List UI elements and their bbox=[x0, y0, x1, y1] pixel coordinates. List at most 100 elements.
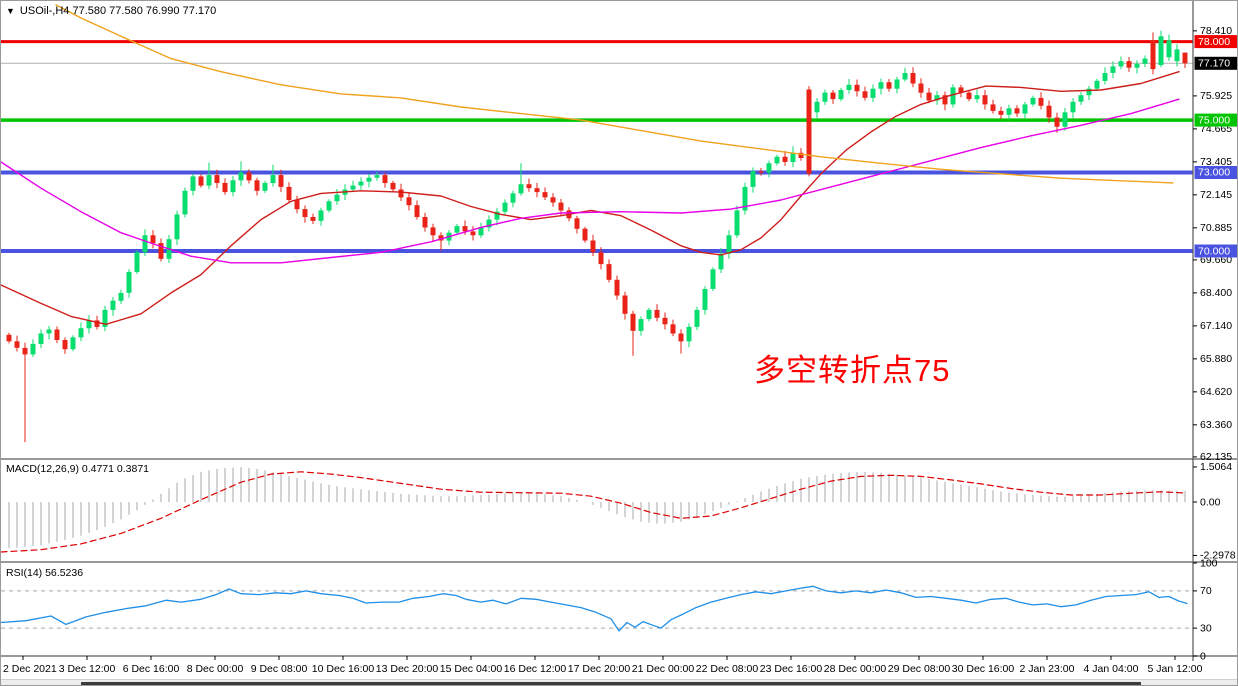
time-axis-label: 4 Jan 04:00 bbox=[1084, 663, 1139, 675]
candle-body bbox=[806, 89, 812, 174]
candle-body bbox=[774, 156, 780, 164]
rsi-indicator-label: RSI(14) 56.5236 bbox=[6, 567, 84, 579]
candle-body bbox=[222, 182, 228, 193]
candle-body bbox=[134, 252, 140, 272]
time-axis-label: 28 Dec 00:00 bbox=[824, 663, 887, 675]
candle-body bbox=[78, 328, 84, 338]
price-axis-label: 72.145 bbox=[1200, 189, 1232, 201]
candle-body bbox=[102, 309, 108, 327]
candle-body bbox=[1070, 101, 1076, 113]
rsi-axis-label: 100 bbox=[1200, 557, 1218, 569]
candle-body bbox=[798, 152, 804, 158]
candle-body bbox=[518, 184, 524, 194]
candle-body bbox=[1014, 108, 1020, 114]
candle-body bbox=[142, 235, 148, 253]
candle-body bbox=[414, 205, 420, 217]
candle-body bbox=[326, 201, 332, 211]
macd-axis-label: 0.00 bbox=[1200, 496, 1221, 508]
candle-body bbox=[670, 324, 676, 334]
candle-body bbox=[894, 79, 900, 89]
ma-fast-line bbox=[1, 71, 1180, 325]
candle-body bbox=[1078, 95, 1084, 102]
time-axis-label: 10 Dec 16:00 bbox=[312, 663, 375, 675]
rsi-axis-label: 30 bbox=[1200, 622, 1212, 634]
time-axis-label: 21 Dec 00:00 bbox=[632, 663, 695, 675]
time-axis-label: 16 Dec 12:00 bbox=[504, 663, 567, 675]
price-axis-label: 65.880 bbox=[1200, 353, 1232, 365]
candle-body bbox=[1174, 49, 1180, 62]
candle-body bbox=[398, 189, 404, 198]
candle-body bbox=[118, 292, 124, 301]
chart-header: ▼ USOil-,H4 77.580 77.580 76.990 77.170 bbox=[6, 5, 216, 17]
candle-body bbox=[814, 101, 820, 113]
candle-body bbox=[94, 320, 100, 327]
candle-body bbox=[1030, 97, 1036, 105]
candle-body bbox=[86, 320, 92, 329]
candle-body bbox=[1054, 117, 1060, 127]
horizontal-scrollbar-thumb[interactable] bbox=[81, 682, 1141, 685]
candle-body bbox=[998, 110, 1004, 115]
price-axis-label: 73.405 bbox=[1200, 156, 1232, 168]
candle-body bbox=[198, 176, 204, 186]
candle-body bbox=[526, 184, 532, 189]
candle-body bbox=[494, 211, 500, 220]
candle-body bbox=[622, 295, 628, 314]
macd-signal-line bbox=[1, 471, 1186, 553]
candle-body bbox=[502, 202, 508, 212]
candle-body bbox=[710, 269, 716, 289]
candle-body bbox=[974, 95, 980, 100]
candle-body bbox=[54, 329, 60, 340]
price-axis-label: 63.360 bbox=[1200, 419, 1232, 431]
candle-body bbox=[190, 176, 196, 191]
candle-body bbox=[318, 210, 324, 221]
horizontal-scrollbar-track[interactable] bbox=[1, 679, 1237, 685]
candle-body bbox=[1150, 40, 1156, 70]
candle-body bbox=[454, 226, 460, 233]
candle-body bbox=[486, 219, 492, 228]
price-badge bbox=[1194, 166, 1237, 179]
candle-body bbox=[766, 163, 772, 173]
candle-body bbox=[262, 182, 268, 191]
candle-body bbox=[46, 329, 52, 334]
candle-body bbox=[750, 171, 756, 187]
candle-body bbox=[638, 319, 644, 331]
candle-body bbox=[990, 104, 996, 111]
chart-dropdown-icon[interactable]: ▼ bbox=[6, 6, 15, 16]
candle-body bbox=[6, 334, 12, 342]
candle-body bbox=[550, 197, 556, 203]
candle-body bbox=[886, 82, 892, 89]
price-badge-label: 73.000 bbox=[1198, 167, 1230, 179]
candle-body bbox=[374, 175, 380, 178]
candle-body bbox=[310, 217, 316, 221]
candle-body bbox=[582, 228, 588, 241]
candle-body bbox=[382, 175, 388, 183]
candle-body bbox=[734, 210, 740, 236]
time-axis-label: 2 Jan 23:00 bbox=[1020, 663, 1075, 675]
time-axis-label: 23 Dec 16:00 bbox=[760, 663, 823, 675]
candle-body bbox=[174, 214, 180, 240]
candle-body bbox=[278, 175, 284, 187]
time-axis-label: 29 Dec 08:00 bbox=[888, 663, 951, 675]
candle-body bbox=[910, 73, 916, 84]
candle-body bbox=[694, 309, 700, 327]
price-axis-label: 75.925 bbox=[1200, 90, 1232, 102]
candle-body bbox=[238, 172, 244, 181]
chart-symbol-ohlc: USOil-,H4 77.580 77.580 76.990 77.170 bbox=[19, 5, 217, 17]
candle-body bbox=[358, 181, 364, 186]
candle-body bbox=[254, 180, 260, 191]
macd-axis-label: 1.5064 bbox=[1200, 461, 1232, 473]
candle-body bbox=[934, 95, 940, 101]
time-axis-label: 22 Dec 08:00 bbox=[696, 663, 759, 675]
price-badge bbox=[1194, 35, 1237, 49]
candle-body bbox=[838, 90, 844, 100]
candle-body bbox=[846, 84, 852, 90]
candle-body bbox=[878, 82, 884, 89]
price-axis-label: 67.140 bbox=[1200, 320, 1232, 332]
candle-body bbox=[542, 192, 548, 198]
price-axis-label: 68.400 bbox=[1200, 287, 1232, 299]
candle-body bbox=[1022, 104, 1028, 114]
candle-body bbox=[302, 209, 308, 217]
time-axis-label: 3 Dec 12:00 bbox=[59, 663, 116, 675]
candle-body bbox=[366, 177, 372, 182]
